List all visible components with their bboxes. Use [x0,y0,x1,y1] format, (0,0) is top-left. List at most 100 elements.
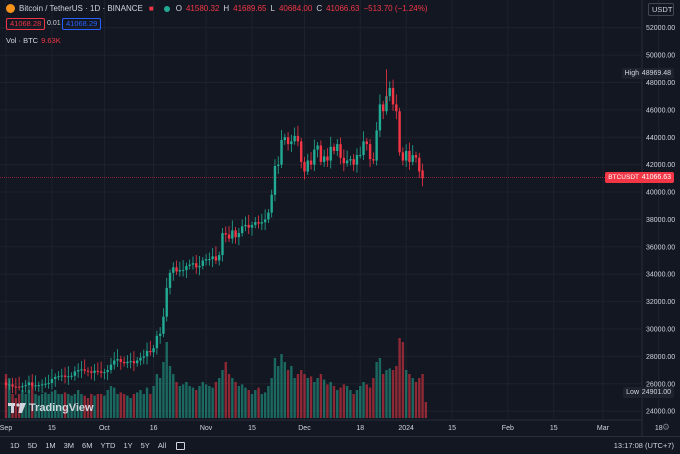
candle-body [129,361,132,363]
volume-bar [86,398,90,418]
volume-bar [388,368,391,418]
symbol-title[interactable]: Bitcoin / TetherUS · 1D · BINANCE [19,4,143,13]
candle-body [126,361,129,364]
candle-body [257,222,260,224]
buy-button[interactable]: 41068.29 [62,18,102,30]
range-6m[interactable]: 6M [82,441,93,450]
low-label: L [270,4,275,13]
candle-body [303,161,306,172]
volume-bar [316,378,319,418]
candle-body [240,226,244,234]
candle-body [244,224,247,227]
candle [336,139,339,156]
chart-grid [0,0,660,436]
volume-bar [24,394,27,418]
candle-body [345,160,349,164]
calendar-icon[interactable] [176,441,186,450]
volume-bar [234,382,237,418]
candle [224,226,227,243]
candle [329,136,332,169]
candle-body [404,150,408,161]
candle-body [191,263,195,265]
price-tick-label: 48000.00 [646,80,675,87]
currency-selector[interactable]: USDT [648,3,674,16]
candle [11,377,14,393]
candle [83,359,86,375]
candle [142,349,145,365]
candle [86,367,90,377]
candle [237,228,241,246]
candle [31,374,34,390]
candle-body [260,222,264,224]
candle [129,352,132,369]
volume-bar [329,382,332,418]
candle [319,140,323,166]
time-tick-label: Sep [0,425,12,432]
volume-bar [195,390,198,418]
range-1m[interactable]: 1M [45,441,56,450]
candle-body [214,256,218,261]
volume-bar [365,384,368,418]
volume-bar [63,392,67,418]
volume-bar [122,394,126,418]
candle-body [211,256,214,260]
volume-bar [293,378,296,418]
candle [60,368,63,382]
tradingview-logo[interactable]: TradingView [8,402,94,414]
settings-gear-icon[interactable]: ⚙ [661,422,670,432]
candle-body [352,159,355,165]
price-axis: 52000.00 50000.00 48000.00 46000.00 44000.00… [646,25,675,415]
clock-time[interactable]: 13:17:08 (UTC+7) [613,441,674,450]
range-3m[interactable]: 3M [63,441,75,450]
candle [277,156,280,174]
volume-bar [421,374,424,418]
time-tick-label: 15 [448,425,456,432]
range-5d[interactable]: 5D [27,441,38,450]
high-label: H [223,4,230,13]
volume-bar [132,394,136,418]
volume-bar [339,387,342,418]
volume-bar [240,384,244,418]
candle-body [60,375,63,377]
volume-bar [208,386,211,418]
candle-body [93,370,96,373]
price-tick-label: 50000.00 [646,53,675,60]
range-1y[interactable]: 1Y [123,441,133,450]
candle [54,373,57,387]
volume-bar [191,387,195,418]
candle [345,150,349,167]
candle [322,149,326,167]
volume-bar [395,366,398,418]
range-1d[interactable]: 1D [10,441,20,450]
remove-icon[interactable]: ■ [148,4,154,13]
candle [250,221,254,236]
candle-body [24,385,27,387]
candle-body [270,194,273,213]
range-5y[interactable]: 5Y [140,441,150,450]
candle [158,327,162,344]
candle-body [67,376,70,378]
close-label: C [316,4,323,13]
volume-bar [286,370,290,418]
volume-value: 9.63K [41,36,61,45]
candle [162,308,165,338]
volume-bar [408,374,411,418]
range-all[interactable]: All [157,441,167,450]
candle-body [44,383,47,385]
candle [198,255,201,276]
volume-label: Vol · BTC [6,36,39,45]
candle-body [31,382,34,386]
volume-bar [375,362,378,418]
price-tick-label: 36000.00 [646,244,675,251]
range-ytd[interactable]: YTD [100,441,116,450]
candle [145,342,149,365]
volume-bar [355,390,359,418]
candle [382,100,385,120]
close-value: 41066.63 [326,4,360,13]
candle [418,152,421,178]
candle [218,251,221,266]
candle [4,378,8,389]
sell-button[interactable]: 41068.28 [6,18,46,30]
volume-bar [401,342,405,418]
